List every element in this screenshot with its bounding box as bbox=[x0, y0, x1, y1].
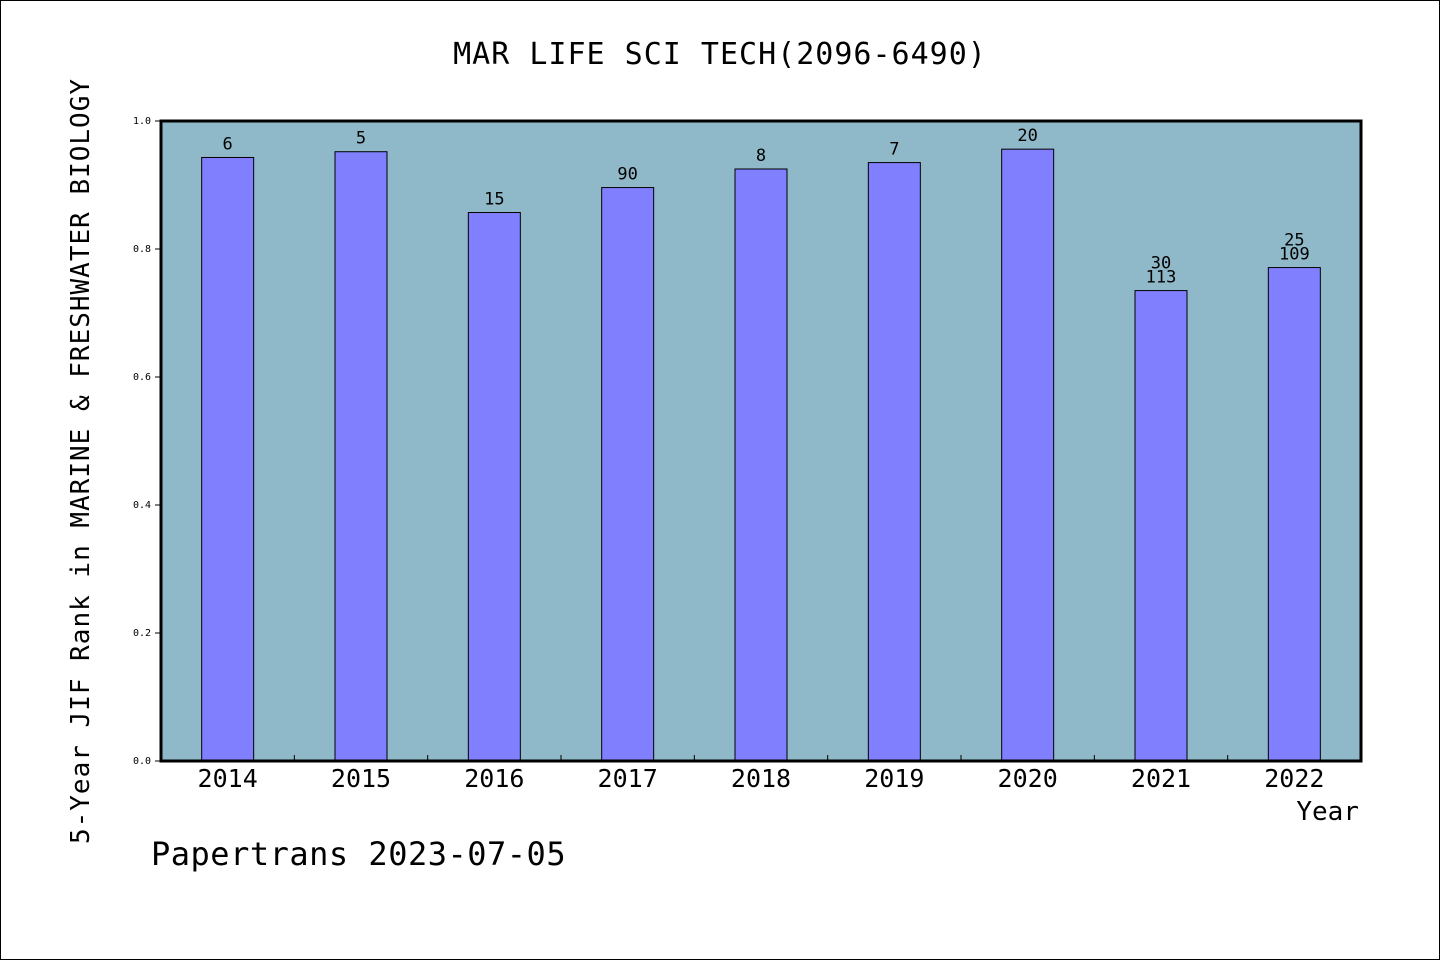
bar-label-2014-0: 6 bbox=[223, 134, 233, 154]
x-axis-title: Year bbox=[1296, 797, 1359, 827]
bar-label-2022-0: 25 bbox=[1284, 231, 1304, 251]
x-tick-label-2020: 2020 bbox=[998, 764, 1058, 793]
bar-label-2020-0: 20 bbox=[1017, 126, 1037, 146]
bar-label-2017-0: 90 bbox=[617, 165, 637, 185]
plot-border bbox=[159, 119, 1363, 763]
bar-label-2021-1: 113 bbox=[1146, 268, 1177, 288]
x-tick-label-2017: 2017 bbox=[598, 764, 658, 793]
bar-2016 bbox=[467, 212, 521, 762]
bar-label-2015-0: 5 bbox=[356, 129, 366, 149]
x-tick-label-2022: 2022 bbox=[1264, 764, 1324, 793]
bar-2014 bbox=[201, 156, 255, 762]
y-tick-label-0.8: 0.8 bbox=[133, 244, 151, 255]
footer-credit: Papertrans 2023-07-05 bbox=[151, 835, 567, 873]
x-tick-label-2015: 2015 bbox=[331, 764, 391, 793]
bar-label-2019-0: 7 bbox=[889, 140, 899, 160]
bar-2017 bbox=[601, 187, 655, 762]
bar-2022 bbox=[1267, 267, 1321, 762]
bar-2015 bbox=[334, 151, 388, 762]
bar-label-2018-0: 8 bbox=[756, 146, 766, 166]
bar-label-2021-0: 30 bbox=[1151, 254, 1171, 274]
y-tick-label-1.0: 1.0 bbox=[133, 116, 151, 127]
y-tick-label-0.2: 0.2 bbox=[133, 628, 151, 639]
bar-2019 bbox=[867, 162, 921, 762]
bar-label-2022-1: 109 bbox=[1279, 245, 1310, 265]
bar-label-2016-0: 15 bbox=[484, 190, 504, 210]
y-tick-label-0.4: 0.4 bbox=[133, 500, 151, 511]
bar-2020 bbox=[1001, 148, 1055, 762]
bar-2018 bbox=[734, 168, 788, 762]
y-tick-label-0.0: 0.0 bbox=[133, 756, 151, 767]
chart-title: MAR LIFE SCI TECH(2096-6490) bbox=[453, 37, 987, 72]
y-tick-label-0.6: 0.6 bbox=[133, 372, 151, 383]
bar-2021 bbox=[1134, 290, 1188, 762]
x-tick-label-2018: 2018 bbox=[731, 764, 791, 793]
x-tick-label-2019: 2019 bbox=[864, 764, 924, 793]
x-tick-label-2021: 2021 bbox=[1131, 764, 1191, 793]
x-tick-label-2016: 2016 bbox=[464, 764, 524, 793]
x-tick-label-2014: 2014 bbox=[198, 764, 258, 793]
